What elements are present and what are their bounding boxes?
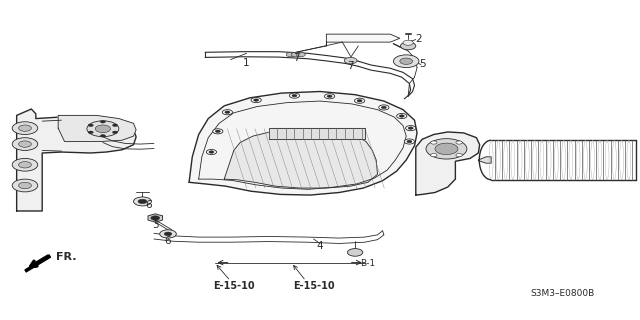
Circle shape <box>19 141 31 147</box>
Polygon shape <box>25 255 51 272</box>
Circle shape <box>19 125 31 131</box>
Circle shape <box>286 52 295 57</box>
Text: 7: 7 <box>293 53 300 63</box>
Circle shape <box>12 122 38 134</box>
Circle shape <box>431 154 437 157</box>
Polygon shape <box>189 92 417 195</box>
Polygon shape <box>416 132 479 195</box>
Circle shape <box>348 249 363 256</box>
Polygon shape <box>478 157 491 163</box>
Circle shape <box>222 110 232 115</box>
Circle shape <box>164 232 172 236</box>
Polygon shape <box>224 129 378 188</box>
Text: 3: 3 <box>152 220 159 230</box>
Circle shape <box>296 52 305 57</box>
Circle shape <box>408 127 413 129</box>
Circle shape <box>113 124 118 126</box>
Circle shape <box>397 114 407 119</box>
Circle shape <box>12 138 38 150</box>
Circle shape <box>12 179 38 192</box>
Circle shape <box>403 40 413 45</box>
Circle shape <box>206 149 216 155</box>
Circle shape <box>19 162 31 168</box>
Circle shape <box>100 134 106 137</box>
Circle shape <box>401 42 416 50</box>
Text: E-15-10: E-15-10 <box>293 281 335 291</box>
Circle shape <box>251 98 261 103</box>
Circle shape <box>289 93 300 98</box>
Circle shape <box>225 111 230 114</box>
Circle shape <box>215 130 220 132</box>
Circle shape <box>88 131 93 133</box>
Circle shape <box>88 124 93 126</box>
Text: B-1: B-1 <box>360 259 376 268</box>
Circle shape <box>160 230 176 238</box>
Text: S3M3–E0800B: S3M3–E0800B <box>531 289 595 298</box>
Circle shape <box>407 140 412 143</box>
Circle shape <box>87 121 119 137</box>
Circle shape <box>327 95 332 98</box>
Circle shape <box>456 141 462 144</box>
Circle shape <box>100 121 106 123</box>
Polygon shape <box>17 109 136 211</box>
Circle shape <box>138 199 147 204</box>
Circle shape <box>400 58 413 64</box>
Text: 4: 4 <box>317 241 323 251</box>
Text: 2: 2 <box>415 34 422 44</box>
Circle shape <box>426 139 467 159</box>
Circle shape <box>404 139 415 144</box>
Text: 6: 6 <box>164 236 172 246</box>
Circle shape <box>212 129 223 134</box>
Circle shape <box>134 197 152 206</box>
Text: 6: 6 <box>145 200 152 210</box>
Circle shape <box>292 94 297 97</box>
Circle shape <box>324 94 335 99</box>
Text: E-15-10: E-15-10 <box>213 281 255 291</box>
Circle shape <box>19 182 31 189</box>
Circle shape <box>344 57 357 64</box>
Text: FR.: FR. <box>56 252 76 262</box>
Circle shape <box>381 106 387 109</box>
Polygon shape <box>58 116 136 141</box>
Circle shape <box>394 55 419 68</box>
Circle shape <box>209 151 214 153</box>
Polygon shape <box>148 214 163 222</box>
Circle shape <box>435 143 458 155</box>
Polygon shape <box>326 34 400 46</box>
Circle shape <box>355 98 365 103</box>
Text: 7: 7 <box>348 61 354 71</box>
Circle shape <box>151 216 160 220</box>
Circle shape <box>406 125 416 131</box>
Text: 5: 5 <box>419 60 426 69</box>
Circle shape <box>113 131 118 133</box>
Circle shape <box>379 105 389 110</box>
Polygon shape <box>269 128 365 139</box>
Circle shape <box>357 100 362 102</box>
Circle shape <box>456 154 462 157</box>
Text: 1: 1 <box>243 58 250 68</box>
Circle shape <box>95 125 111 132</box>
Circle shape <box>291 52 300 57</box>
Circle shape <box>431 141 437 144</box>
Circle shape <box>253 99 259 101</box>
Circle shape <box>12 158 38 171</box>
Circle shape <box>399 115 404 117</box>
